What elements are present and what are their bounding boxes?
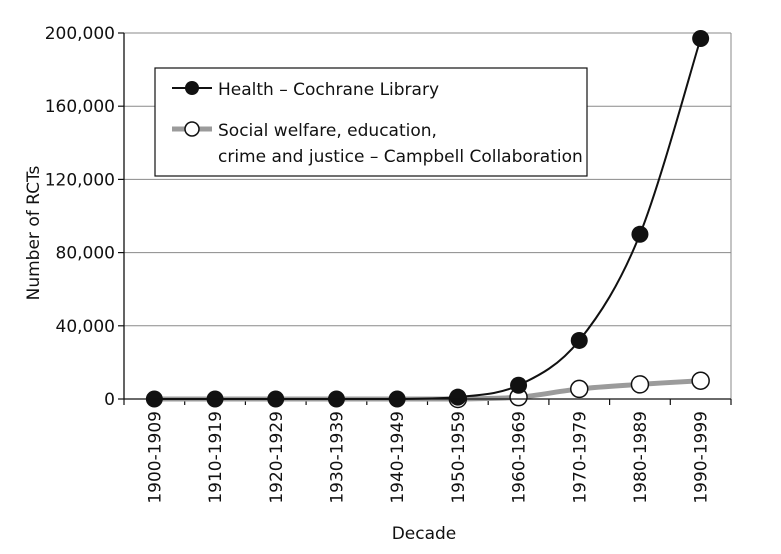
data-point xyxy=(449,388,467,406)
y-tick-label: 120,000 xyxy=(45,170,115,190)
y-axis-title: Number of RCTs xyxy=(24,165,44,300)
legend-label-health: Health – Cochrane Library xyxy=(218,80,439,100)
x-tick-label: 1940-1949 xyxy=(388,411,408,504)
data-point xyxy=(570,379,589,399)
x-tick-label: 1960-1969 xyxy=(510,411,530,504)
y-tick-label: 160,000 xyxy=(45,97,115,117)
x-axis-ticks: 1900-1909 1910-1919 1920-1929 1930-1939 1940… xyxy=(123,399,732,504)
x-tick-label: 1990-1999 xyxy=(692,411,712,504)
legend-label-social-line1: Social welfare, education, xyxy=(218,121,437,141)
data-point xyxy=(691,371,710,390)
series-line xyxy=(151,378,704,402)
legend-box xyxy=(154,67,588,177)
data-point xyxy=(570,331,588,349)
legend-marker-health xyxy=(185,81,199,95)
x-tick-label: 1980-1989 xyxy=(631,411,651,504)
x-tick-label: 1930-1939 xyxy=(327,411,347,504)
data-point xyxy=(630,375,650,394)
data-point xyxy=(631,225,649,243)
x-tick-label: 1920-1929 xyxy=(267,411,287,504)
y-axis-ticks: 0 40,000 80,000 120,000 160,000 200,000 xyxy=(45,24,124,410)
legend-label-social-line2: crime and justice – Campbell Collaborati… xyxy=(218,147,583,167)
y-tick-label: 0 xyxy=(104,390,115,410)
x-axis-title: Decade xyxy=(392,524,457,544)
data-point xyxy=(510,376,528,394)
y-tick-label: 40,000 xyxy=(56,317,115,337)
x-tick-label: 1950-1959 xyxy=(449,411,469,504)
y-tick-label: 80,000 xyxy=(56,244,115,264)
legend-marker-social xyxy=(184,121,200,137)
x-tick-label: 1900-1909 xyxy=(145,411,165,504)
x-tick-label: 1910-1919 xyxy=(206,411,226,504)
y-tick-label: 200,000 xyxy=(45,24,115,44)
legend: Health – Cochrane Library Social welfare… xyxy=(154,67,588,177)
data-point xyxy=(692,29,710,47)
series-1 xyxy=(151,371,710,409)
x-tick-label: 1970-1979 xyxy=(570,411,590,504)
